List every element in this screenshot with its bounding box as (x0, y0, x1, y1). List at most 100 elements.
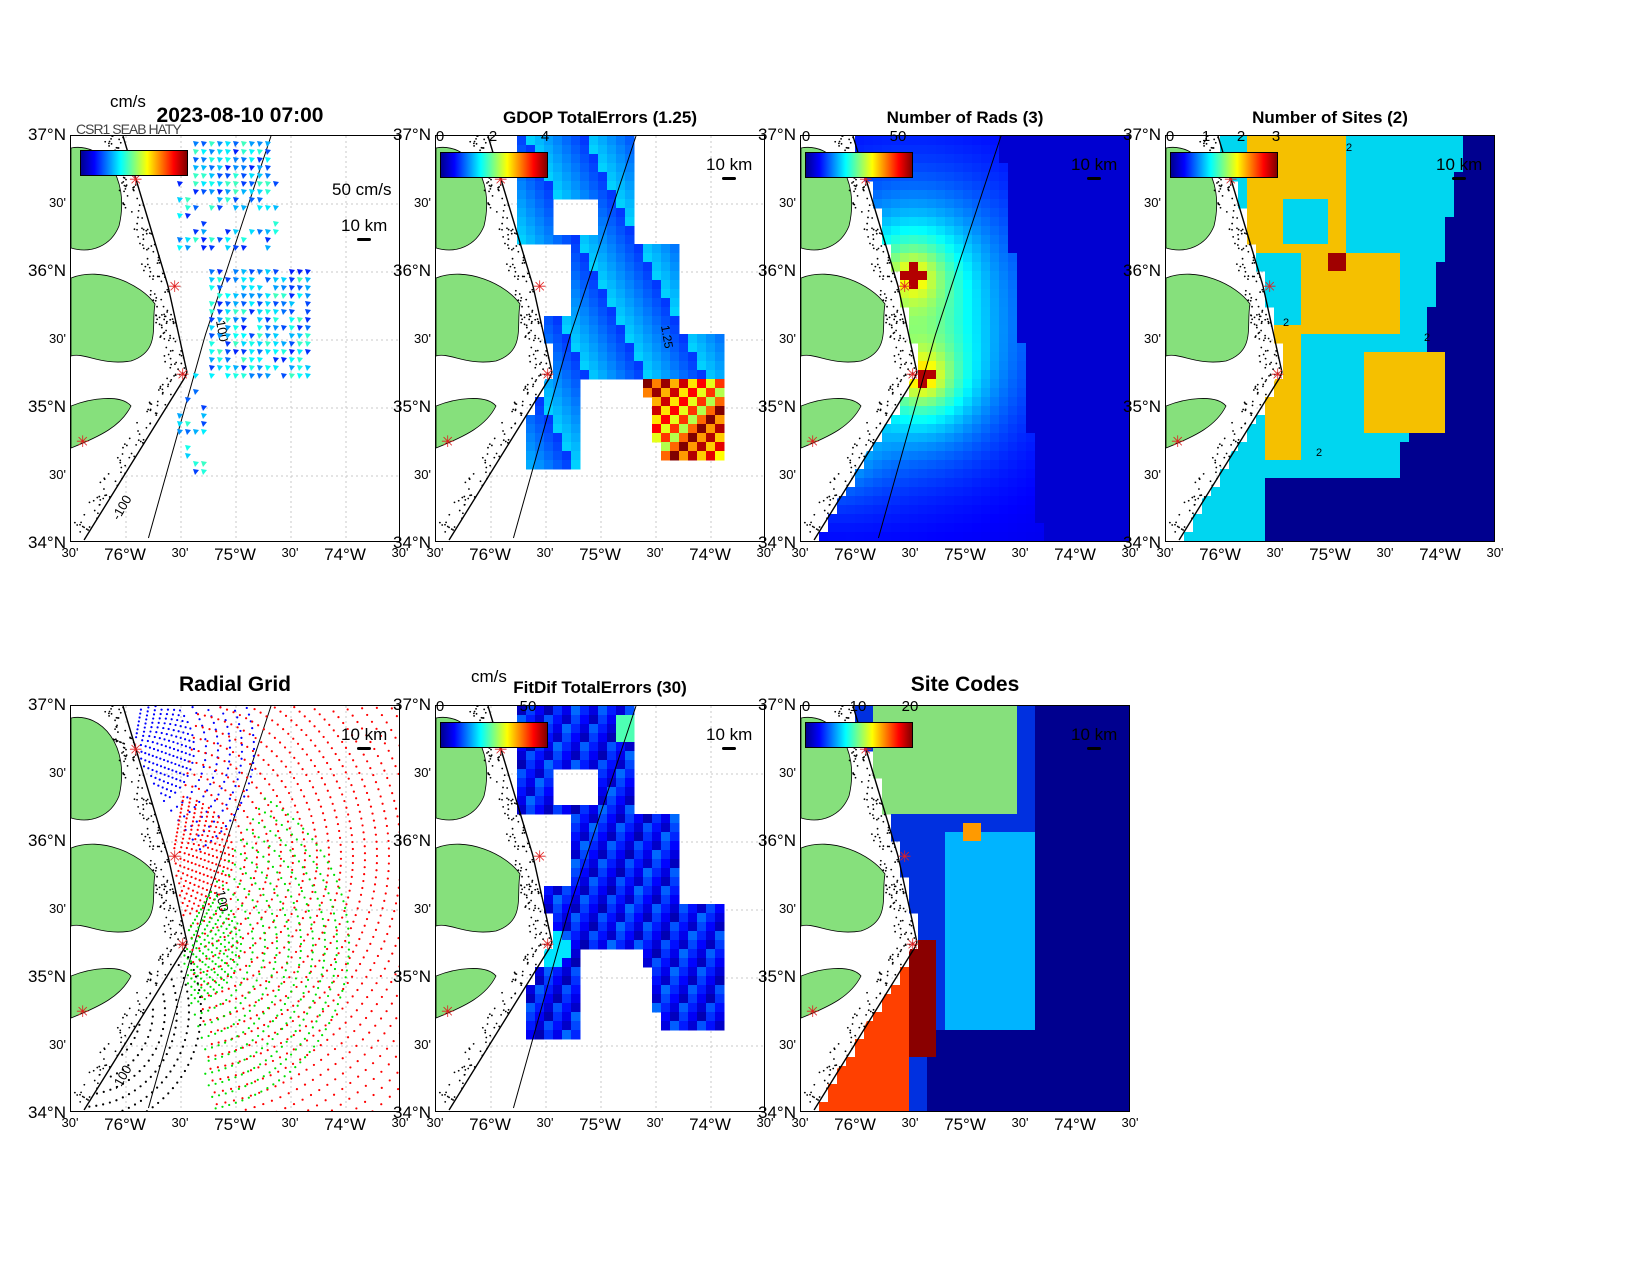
data-cell (1292, 217, 1302, 227)
vector-arrow (225, 245, 231, 251)
data-cell (562, 433, 572, 443)
data-cell (918, 280, 928, 290)
data-cell (1310, 370, 1320, 380)
vector-arrow (233, 157, 239, 163)
data-cell (918, 334, 928, 344)
data-cell (616, 289, 626, 299)
data-cell (1107, 343, 1117, 353)
data-cell (1062, 505, 1072, 515)
data-cell (945, 460, 955, 470)
data-cell (1044, 145, 1054, 155)
coast-dot (164, 885, 167, 888)
data-cell (1274, 244, 1284, 254)
data-cell (1256, 442, 1266, 452)
data-cell (1490, 469, 1494, 479)
data-cell (1017, 433, 1027, 443)
data-cell (616, 271, 626, 281)
coast-dot (167, 353, 170, 356)
data-cell (1418, 136, 1428, 146)
data-cell (562, 334, 572, 344)
coast-dot (153, 293, 156, 295)
data-cell (1319, 406, 1329, 416)
coast-dot (146, 248, 148, 251)
data-cell (1035, 325, 1045, 335)
data-cell (1427, 352, 1437, 362)
data-cell (1292, 388, 1302, 398)
data-cell (1373, 154, 1383, 164)
data-cell (661, 424, 671, 434)
data-cell (927, 406, 937, 416)
data-cell (1364, 514, 1374, 524)
data-cell (1337, 289, 1347, 299)
data-cell (1463, 208, 1473, 218)
data-cell (1382, 172, 1392, 182)
data-cell (1418, 244, 1428, 254)
data-cell (1409, 244, 1419, 254)
data-cell (981, 226, 991, 236)
data-cell (1098, 235, 1108, 245)
data-cell (1445, 487, 1455, 497)
data-cell (1445, 163, 1455, 173)
data-cell (990, 388, 1000, 398)
data-cell (1391, 244, 1401, 254)
coast-dot (114, 728, 116, 731)
data-cell (1490, 514, 1494, 524)
data-cell (963, 370, 973, 380)
data-cell (1337, 532, 1347, 541)
map-canvas: 1.25✳✳✳✳ (436, 136, 764, 541)
data-cell (1107, 415, 1117, 425)
data-cell (625, 190, 635, 200)
data-cell (544, 136, 554, 146)
data-cell (1319, 208, 1329, 218)
coast-dot (1250, 414, 1253, 417)
data-cell (1427, 253, 1437, 263)
data-cell (580, 361, 590, 371)
data-cell (598, 253, 608, 263)
data-cell (1436, 262, 1446, 272)
data-cell (562, 460, 572, 470)
data-cell (1080, 415, 1090, 425)
radial-grid-point (136, 728, 139, 731)
data-cell (688, 352, 698, 362)
data-cell (1355, 154, 1365, 164)
data-cell (954, 244, 964, 254)
data-cell (909, 469, 919, 479)
data-cell (1328, 325, 1338, 335)
coast-dot (532, 385, 534, 388)
coast-dot (815, 528, 818, 531)
coast-dot (174, 910, 177, 913)
radial-grid-point (175, 805, 179, 808)
coast-dot (123, 742, 126, 745)
data-cell (900, 478, 910, 488)
data-cell (1454, 424, 1464, 434)
coast-dot (1220, 444, 1223, 447)
coast-dot (88, 1096, 91, 1098)
data-cell (1454, 298, 1464, 308)
data-cell (571, 361, 581, 371)
data-cell (562, 181, 572, 191)
data-cell (873, 541, 883, 542)
mainland-middle (71, 843, 156, 933)
coast-dot (900, 378, 903, 381)
coast-dot (172, 322, 175, 325)
data-cell (1220, 505, 1230, 515)
vector-arrow (209, 357, 215, 363)
data-cell (1409, 307, 1419, 317)
coast-dot (486, 182, 488, 184)
data-cell (1481, 343, 1491, 353)
data-cell (1391, 460, 1401, 470)
data-cell (1346, 307, 1356, 317)
data-cell (1080, 460, 1090, 470)
data-cell (1391, 298, 1401, 308)
data-cell (1220, 523, 1230, 533)
data-cell (643, 379, 653, 389)
data-cell (1310, 406, 1320, 416)
vector-arrow (297, 349, 303, 355)
vector-arrow (209, 317, 215, 323)
data-cell (1400, 370, 1410, 380)
data-cell (1373, 271, 1383, 281)
data-cell (1053, 469, 1063, 479)
coast-dot (156, 875, 158, 878)
data-cell (1062, 298, 1072, 308)
data-cell (607, 172, 617, 182)
